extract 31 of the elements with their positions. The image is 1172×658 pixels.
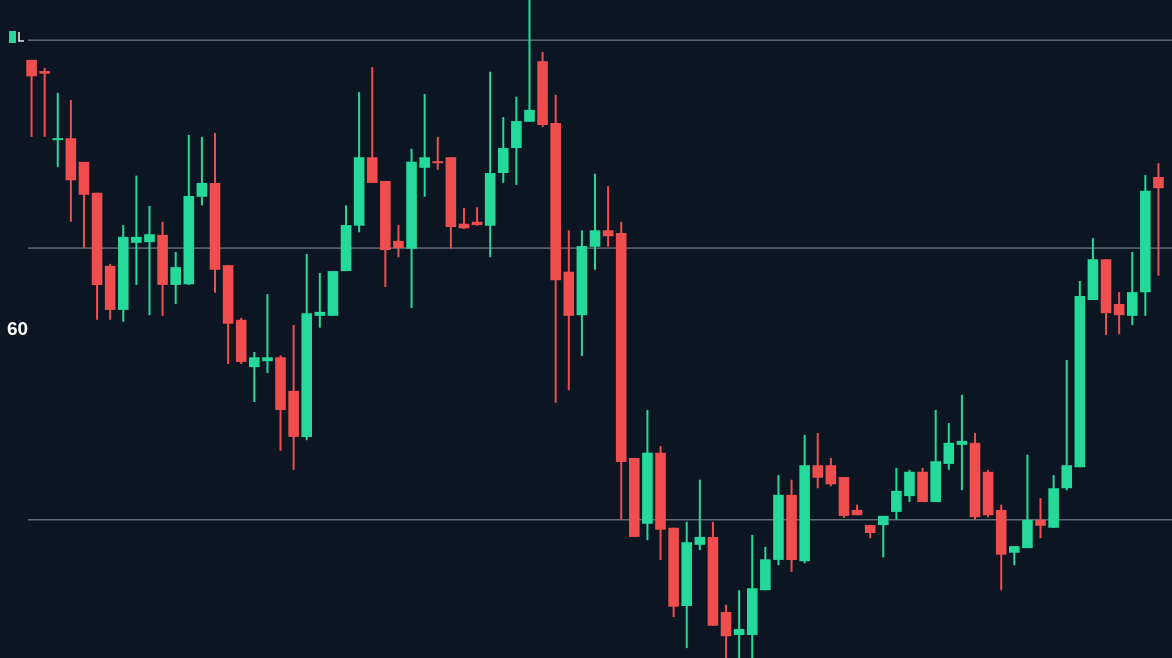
candlestick [1035, 497, 1046, 540]
candlestick [131, 174, 142, 286]
candlestick [419, 93, 430, 198]
candlestick [1153, 162, 1164, 277]
candlestick [26, 58, 37, 138]
annotation: 60 [7, 318, 29, 339]
candlestick [170, 251, 181, 305]
candlestick [694, 478, 706, 552]
candlestick [1009, 545, 1020, 567]
candlestick [589, 172, 601, 271]
candlestick [891, 466, 902, 521]
candlestick [52, 91, 64, 169]
candlestick [432, 135, 444, 171]
candlestick [812, 431, 824, 490]
candlestick [393, 224, 404, 259]
candlestick [943, 422, 955, 471]
candlestick [877, 514, 889, 559]
candlestick [825, 456, 837, 488]
candlestick [1113, 291, 1125, 336]
candlestick [733, 589, 745, 658]
candlestick [1061, 358, 1073, 492]
candlestick [956, 393, 968, 492]
candlestick [524, 0, 535, 123]
candlestick [249, 351, 260, 404]
candlestick [1126, 251, 1138, 327]
candlestick [144, 204, 155, 317]
candlestick [196, 135, 208, 207]
candlestick [39, 66, 50, 138]
candlestick [602, 185, 614, 248]
candlestick [262, 293, 273, 375]
candlestick [314, 272, 326, 329]
